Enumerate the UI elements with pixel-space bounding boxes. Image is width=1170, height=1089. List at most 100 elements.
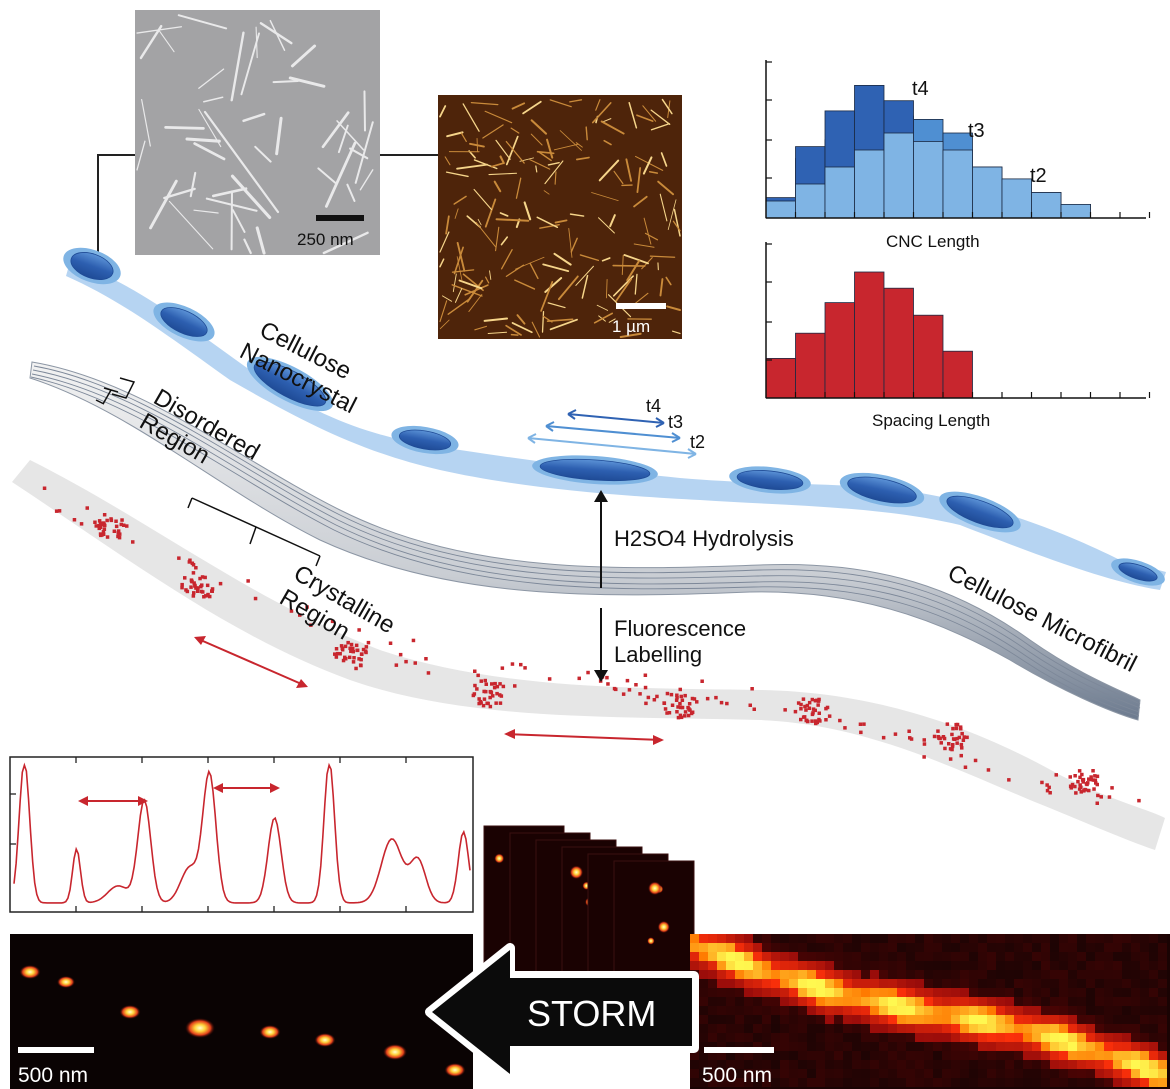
widefield-pixel xyxy=(1014,1033,1023,1042)
widefield-pixel xyxy=(1131,997,1140,1006)
widefield-pixel xyxy=(1041,1024,1050,1033)
widefield-pixel xyxy=(726,1006,735,1015)
profile-ticks xyxy=(10,757,407,912)
fluorophore-dot xyxy=(680,698,685,702)
fluorophore-dot xyxy=(477,701,481,706)
fluorophore-dot xyxy=(191,563,196,567)
afm-fiber xyxy=(636,167,642,194)
widefield-pixel xyxy=(744,1069,753,1078)
arrow-label-t2: t2 xyxy=(690,432,705,452)
fluorophore-dot xyxy=(679,715,684,720)
widefield-pixel xyxy=(816,1042,825,1051)
widefield-pixel xyxy=(1068,1024,1077,1033)
afm-fiber xyxy=(439,258,445,268)
widefield-pixel xyxy=(1032,1006,1041,1015)
widefield-pixel xyxy=(852,970,861,979)
widefield-pixel xyxy=(1041,943,1050,952)
hist-bar-base xyxy=(1060,203,1091,219)
widefield-pixel xyxy=(1095,1006,1104,1015)
fluorophore-dot xyxy=(688,708,692,712)
afm-fiber xyxy=(619,332,642,338)
fluorophore-dot xyxy=(57,509,62,513)
afm-fiber xyxy=(642,105,657,122)
widefield-pixel xyxy=(888,1051,897,1060)
afm-fiber xyxy=(575,156,590,161)
widefield-pixel xyxy=(726,970,735,979)
fluorophore-dot xyxy=(349,647,354,652)
afm-fiber xyxy=(505,264,525,277)
widefield-pixel xyxy=(708,943,717,952)
hist1-t4-label: t4 xyxy=(912,78,929,100)
widefield-pixel xyxy=(807,1015,816,1024)
widefield-pixel xyxy=(843,988,852,997)
widefield-pixel xyxy=(861,1015,870,1024)
fluorophore-dot xyxy=(1095,782,1099,787)
widefield-pixel xyxy=(780,943,789,952)
fluorophore-dot xyxy=(426,671,431,675)
widefield-pixel xyxy=(762,961,771,970)
fluorophore-dot xyxy=(180,585,184,590)
widefield-pixel xyxy=(870,1015,879,1024)
widefield-pixel xyxy=(1023,1060,1032,1069)
widefield-pixel xyxy=(690,1069,699,1078)
widefield-pixel xyxy=(807,988,816,997)
fluorophore-dot xyxy=(1076,779,1080,784)
widefield-pixel xyxy=(798,1033,807,1042)
widefield-pixel xyxy=(762,1024,771,1033)
widefield-pixel xyxy=(816,1060,825,1069)
fluorophore-dot xyxy=(752,707,756,711)
widefield-pixel xyxy=(780,952,789,961)
widefield-pixel xyxy=(888,934,897,943)
widefield-pixel xyxy=(942,1015,951,1024)
storm-frame-spot xyxy=(647,937,655,945)
widefield-pixel xyxy=(1032,952,1041,961)
widefield-pixel xyxy=(1113,1069,1122,1078)
tem-needle xyxy=(158,30,175,53)
fluorophore-dot xyxy=(643,685,648,690)
widefield-pixel xyxy=(978,1033,987,1042)
widefield-pixel xyxy=(1014,1051,1023,1060)
fluorophore-dot xyxy=(1095,801,1099,805)
widefield-pixel xyxy=(852,1033,861,1042)
fluorophore-dot xyxy=(112,529,117,533)
widefield-pixel xyxy=(708,1051,717,1060)
widefield-pixel xyxy=(1005,1033,1014,1042)
fluorophore-dot xyxy=(652,698,657,702)
fluorophore-dot xyxy=(366,640,371,645)
widefield-pixel xyxy=(789,997,798,1006)
fluorophore-dot xyxy=(676,715,681,720)
afm-fiber xyxy=(441,295,453,302)
widefield-pixel xyxy=(978,1042,987,1051)
afm-fiber xyxy=(601,257,611,262)
afm-fiber xyxy=(484,276,490,284)
widefield-pixel xyxy=(699,1015,708,1024)
fluorophore-dot xyxy=(955,741,959,745)
afm-fiber xyxy=(456,256,463,282)
fluorophore-dot xyxy=(811,707,816,711)
fluorophore-dot xyxy=(343,655,347,660)
widefield-pixel xyxy=(1113,1024,1122,1033)
tem-needle xyxy=(240,32,260,96)
widefield-pixel xyxy=(987,943,996,952)
widefield-pixel xyxy=(708,1078,717,1087)
widefield-pixel xyxy=(906,988,915,997)
widefield-pixel xyxy=(960,1060,969,1069)
fluorophore-dot xyxy=(481,703,486,708)
microfibril-strands xyxy=(30,365,1141,717)
fluorophore-dot xyxy=(485,701,489,705)
storm-arrow-label: STORM xyxy=(527,993,656,1034)
widefield-pixel xyxy=(717,1015,726,1024)
fluorophore-dot xyxy=(490,682,494,686)
widefield-pixel xyxy=(735,1015,744,1024)
fluorophore-dot xyxy=(1137,798,1141,803)
spacing-arrow-2 xyxy=(505,733,663,741)
widefield-pixel xyxy=(1158,1024,1167,1033)
widefield-pixel xyxy=(888,1042,897,1051)
fluorophore-dot xyxy=(801,697,806,701)
widefield-pixel xyxy=(1023,970,1032,979)
tem-needle xyxy=(288,76,326,88)
widefield-pixel xyxy=(1014,988,1023,997)
widefield-pixel xyxy=(1149,1006,1158,1015)
widefield-pixel xyxy=(726,1033,735,1042)
fluorophore-dot xyxy=(796,701,801,705)
